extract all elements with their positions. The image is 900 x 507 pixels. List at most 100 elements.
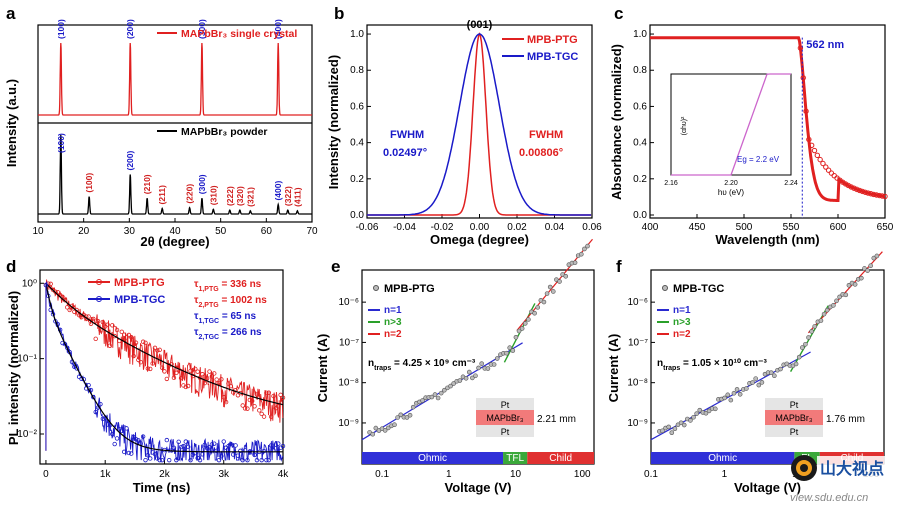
panel-f-data-point xyxy=(812,324,818,329)
panel-c-ylabel: Absorbance (normalized) xyxy=(609,44,624,200)
panel-d-pl-decay: d 0 1k 2k 3k 4k 10⁰ 10⁻¹ 10⁻² Time (ns) PL intensi… xyxy=(6,257,289,495)
panel-f-data-point xyxy=(703,410,709,416)
panel-b-legend-text: MPB-PTG xyxy=(527,34,578,46)
panel-c-inset-frame xyxy=(670,73,792,176)
panel-e-data-point xyxy=(579,251,584,257)
panel-f-data-point xyxy=(672,426,678,431)
panel-c-data-point xyxy=(856,187,863,194)
panel-d-data-point xyxy=(110,431,115,437)
panel-d-data-point xyxy=(219,453,224,459)
panel-b-ytick-label: 0.4 xyxy=(350,138,364,149)
panel-b-ytick-label: 0.8 xyxy=(350,65,364,76)
panel-d-data-point xyxy=(152,345,158,351)
panel-f-data-point xyxy=(737,391,743,397)
panel-f-ytick-label: 10⁻⁹ xyxy=(627,418,648,429)
panel-a-peak-label: (320) xyxy=(235,186,245,206)
panel-d-data-point xyxy=(143,457,148,463)
panel-e-data-point xyxy=(435,395,441,401)
panel-e-data-point xyxy=(470,375,475,381)
panel-d-data-point xyxy=(174,370,179,376)
panel-c-series-absorbance xyxy=(650,36,886,202)
panel-d-data-point xyxy=(254,392,260,397)
panel-f-xtick-label: 0.1 xyxy=(644,469,658,480)
panel-d-data-point xyxy=(145,453,151,458)
panel-e-data-point xyxy=(544,291,550,296)
panel-d-tau-1: τ2,PTG = 1002 ns xyxy=(194,295,267,309)
panel-e-region-ohmic-label: Ohmic xyxy=(418,453,447,464)
panel-e-data-point xyxy=(582,246,587,252)
panel-c-data-point xyxy=(862,189,868,195)
panel-e-legend-fit-text: n=1 xyxy=(384,305,402,316)
panel-e-data-point xyxy=(476,365,481,371)
panel-d-data-point xyxy=(178,375,184,381)
panel-d-data-point xyxy=(93,336,98,342)
panel-d-data-point xyxy=(233,443,238,448)
panel-e-device-mid xyxy=(476,410,534,425)
panel-e-device-bot xyxy=(476,425,534,437)
panel-e-data-point xyxy=(392,422,397,428)
panel-d-data-point xyxy=(178,444,184,450)
panel-c-data-point xyxy=(865,190,871,196)
panel-d-data-point xyxy=(86,314,91,319)
panel-d-data-point xyxy=(150,361,155,366)
panel-e-device-bot-label: Pt xyxy=(501,427,510,437)
panel-d-data-point xyxy=(221,439,226,444)
panel-e-data-point xyxy=(463,375,469,381)
panel-e-xtick-label: 1 xyxy=(446,469,452,480)
panel-c-data-point xyxy=(808,142,815,149)
panel-b-legend-text: MPB-TGC xyxy=(527,51,578,63)
panel-d-data-point xyxy=(131,353,136,359)
panel-a-xtick-label: 50 xyxy=(215,226,227,237)
panel-f-data-point xyxy=(734,387,740,392)
panel-b-ytick-label: 0.2 xyxy=(350,174,364,185)
panel-d-data-point xyxy=(271,393,276,399)
panel-a-legend-text: MAPbBr₃ powder xyxy=(181,126,268,138)
panel-f-data-point xyxy=(725,392,731,398)
panel-c-data-point xyxy=(859,188,866,195)
panel-f-data-point xyxy=(678,420,684,426)
panel-d-xtick-label: 1k xyxy=(100,469,112,480)
panel-d-data-point xyxy=(65,305,70,310)
panel-d-data-point xyxy=(136,357,141,363)
panel-b-fwhm-ptg-value: 0.00806° xyxy=(519,147,563,159)
panel-e-data-point xyxy=(448,383,453,389)
panel-f-region-ohmic-label: Ohmic xyxy=(708,453,737,464)
panel-d-data-point xyxy=(268,443,274,448)
panel-d-data-point xyxy=(214,448,219,454)
panel-d-data-point xyxy=(79,315,84,320)
panel-e-region-tfl xyxy=(503,452,528,464)
panel-d-data-point xyxy=(228,383,234,389)
panel-d-data-point xyxy=(121,449,127,455)
panel-f-xtick-label: 1 xyxy=(722,469,728,480)
panel-a-peak-label: (300) xyxy=(197,19,207,39)
panel-f-data-point xyxy=(831,303,836,308)
panel-e-data-point xyxy=(473,373,478,379)
panel-d-data-point xyxy=(209,442,215,447)
panel-c-data-point xyxy=(851,185,857,191)
panel-c-ytick-label: 0.6 xyxy=(633,101,647,112)
panel-c-data-point xyxy=(845,182,852,189)
panel-e-ntraps: ntraps = 4.25 × 10⁹ cm⁻³ xyxy=(368,358,476,372)
panel-e-xtick-label: 100 xyxy=(574,469,591,480)
panel-c-inset-xtick-label: 2.24 xyxy=(784,180,798,187)
panel-d-data-point xyxy=(129,335,134,340)
panel-e-data-point xyxy=(563,273,569,279)
panel-f-data-point xyxy=(759,380,765,385)
panel-a-xtick-label: 10 xyxy=(32,226,44,237)
panel-f-data-point xyxy=(796,354,802,360)
panel-f-data-point xyxy=(800,345,805,350)
panel-d-data-point xyxy=(259,411,264,417)
panel-f-data-point xyxy=(660,428,665,434)
panel-d-data-point xyxy=(176,439,181,444)
panel-e-ytick-label: 10⁻⁷ xyxy=(339,337,359,348)
panel-f-data-point xyxy=(669,430,675,435)
panel-a-peak-label: (100) xyxy=(56,133,66,153)
panel-b-fwhm-ptg-label: FWHM xyxy=(529,129,563,141)
panel-d-tau-2: τ1,TGC = 65 ns xyxy=(194,311,257,325)
panel-c-data-point xyxy=(820,160,826,167)
panel-b-xtick-label: 0.00 xyxy=(470,222,490,233)
panel-d-data-point xyxy=(98,327,103,333)
panel-d-data-point xyxy=(100,319,106,325)
panel-e-data-point xyxy=(429,394,435,400)
panel-e-ytick-label: 10⁻⁸ xyxy=(338,378,359,389)
